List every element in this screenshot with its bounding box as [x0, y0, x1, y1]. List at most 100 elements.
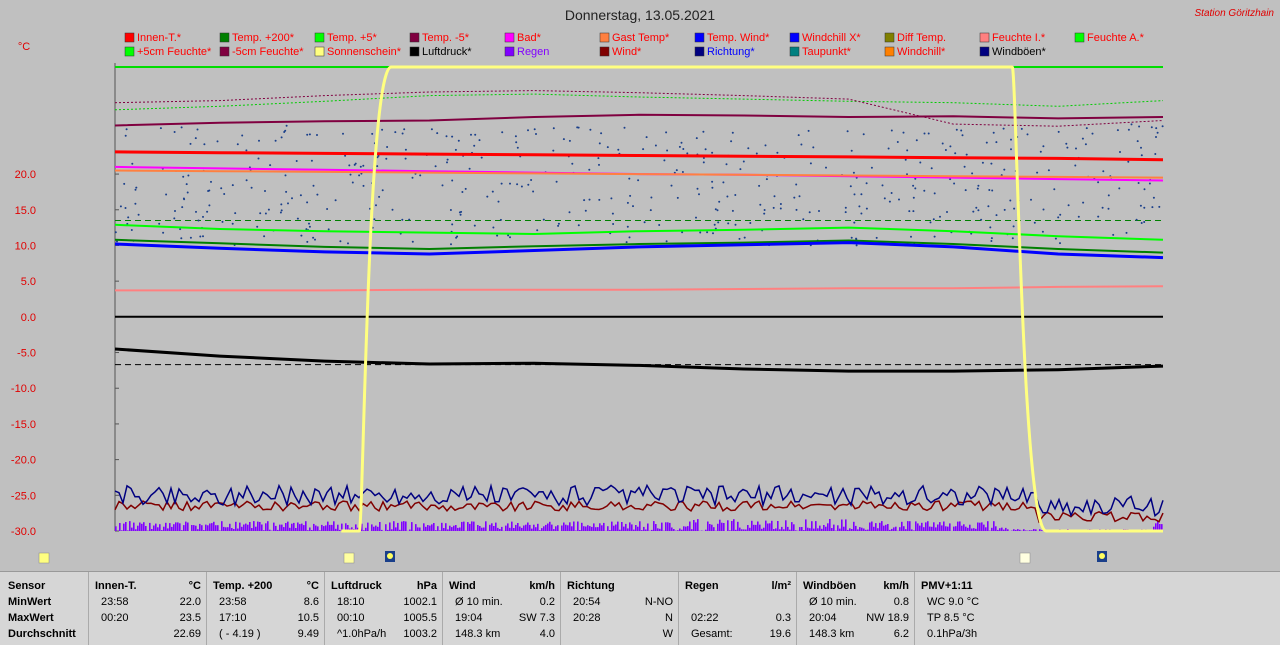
rain-bar — [433, 523, 435, 531]
rain-bar — [431, 524, 433, 531]
scatter-point — [949, 145, 951, 147]
rain-bar — [687, 526, 689, 531]
scatter-point — [1057, 216, 1059, 218]
rain-bar — [869, 523, 871, 532]
scatter-point — [251, 187, 253, 189]
scatter-point — [764, 209, 766, 211]
rain-bar — [275, 526, 277, 531]
rain-bar — [639, 521, 641, 531]
rain-bar — [449, 526, 451, 531]
rain-bar — [409, 530, 411, 532]
scatter-point — [460, 214, 462, 216]
rain-bar — [289, 528, 291, 531]
rain-bar — [279, 525, 281, 531]
rain-bar — [817, 528, 819, 531]
rain-bar — [123, 524, 125, 531]
rain-bar — [1005, 528, 1007, 531]
rain-bar — [471, 521, 473, 531]
scatter-point — [183, 198, 185, 200]
scatter-point — [456, 236, 458, 238]
rain-bar — [707, 522, 709, 532]
scatter-point — [339, 240, 341, 242]
rain-bar — [285, 523, 287, 531]
table-cell: WC 9.0 °C — [927, 594, 979, 610]
rain-bar — [929, 527, 931, 531]
rain-bar — [557, 525, 559, 531]
scatter-point — [953, 183, 955, 185]
scatter-point — [358, 174, 360, 176]
legend-swatch — [315, 33, 324, 42]
rain-bar — [893, 527, 895, 531]
scatter-point — [1055, 238, 1057, 240]
rain-bar — [491, 523, 493, 531]
rain-bar — [457, 528, 459, 531]
rain-bar — [775, 528, 777, 531]
rain-bar — [181, 530, 183, 531]
scatter-point — [589, 199, 591, 201]
scatter-point — [780, 203, 782, 205]
scatter-point — [876, 237, 878, 239]
rain-bar — [971, 529, 973, 532]
rain-bar — [447, 529, 449, 531]
rain-bar — [437, 526, 439, 531]
rain-bar — [151, 529, 153, 531]
scatter-point — [1048, 169, 1050, 171]
rain-bar — [697, 519, 699, 531]
scatter-point — [268, 209, 270, 211]
scatter-point — [598, 199, 600, 201]
scatter-point — [758, 185, 760, 187]
rain-bar — [1023, 529, 1025, 531]
scatter-point — [696, 137, 698, 139]
rain-bar — [975, 529, 977, 531]
scatter-point — [450, 209, 452, 211]
legend-label: Feuchte I.* — [992, 32, 1046, 44]
scatter-point — [412, 177, 414, 179]
rain-bar — [301, 524, 303, 531]
scatter-point — [812, 146, 814, 148]
scatter-point — [1027, 133, 1029, 135]
scatter-point — [199, 236, 201, 238]
scatter-point — [743, 161, 745, 163]
scatter-point — [1003, 169, 1005, 171]
scatter-point — [312, 237, 314, 239]
scatter-point — [1127, 161, 1129, 163]
scatter-point — [739, 238, 741, 240]
rain-bar — [751, 521, 753, 531]
table-cell: MinWert — [8, 594, 51, 610]
rain-bar — [327, 522, 329, 531]
rain-bar — [545, 525, 547, 531]
rain-bar — [213, 522, 215, 531]
scatter-point — [715, 208, 717, 210]
table-cell: 9.49 — [211, 626, 319, 642]
rain-bar — [591, 527, 593, 531]
legend-label: Temp. +5* — [327, 32, 378, 44]
rain-bar — [247, 525, 249, 531]
rain-bar — [443, 528, 445, 531]
rain-bar — [681, 530, 683, 531]
rain-bar — [463, 522, 465, 531]
sunset-marker — [1020, 553, 1030, 563]
scatter-point — [1141, 154, 1143, 156]
scatter-point — [858, 205, 860, 207]
scatter-point — [187, 175, 189, 177]
rain-bar — [529, 525, 531, 531]
scatter-point — [847, 130, 849, 132]
rain-bar — [819, 526, 821, 531]
scatter-point — [1074, 165, 1076, 167]
scatter-point — [1030, 199, 1032, 201]
scatter-point — [627, 226, 629, 228]
legend-label: Temp. Wind* — [707, 32, 770, 44]
scatter-point — [617, 149, 619, 151]
scatter-point — [347, 242, 349, 244]
scatter-point — [326, 208, 328, 210]
legend-label: Windböen* — [992, 46, 1047, 58]
rain-bar — [221, 521, 223, 531]
legend-label: +5cm Feuchte* — [137, 46, 212, 58]
rain-bar — [855, 526, 857, 531]
scatter-point — [642, 148, 644, 150]
rain-bar — [657, 528, 659, 531]
rain-bar — [831, 528, 833, 531]
